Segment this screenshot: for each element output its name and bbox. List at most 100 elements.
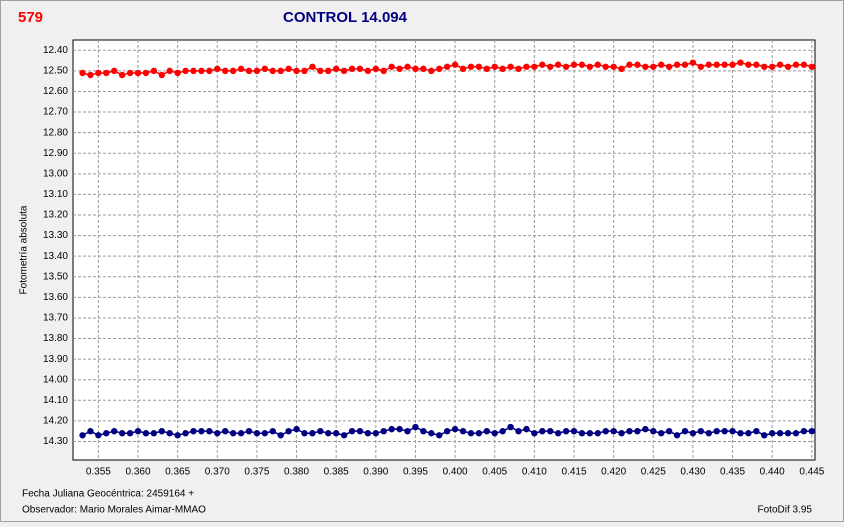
- data-point: [467, 430, 475, 437]
- data-point: [150, 430, 158, 437]
- data-point: [436, 432, 443, 439]
- data-point: [531, 63, 538, 70]
- data-point: [412, 65, 419, 73]
- x-tick-label: 0.420: [601, 467, 626, 478]
- y-tick-label: 13.80: [43, 333, 68, 344]
- y-tick-label: 13.00: [43, 168, 68, 179]
- data-point: [198, 67, 205, 75]
- data-point: [237, 430, 245, 437]
- data-point: [126, 430, 134, 437]
- data-point: [729, 427, 736, 435]
- data-point: [761, 63, 768, 70]
- data-point: [800, 61, 808, 68]
- data-point: [539, 427, 546, 435]
- data-point: [340, 67, 348, 75]
- data-point: [673, 61, 681, 68]
- data-point: [111, 67, 118, 75]
- y-tick-label: 13.90: [43, 354, 68, 365]
- data-point: [792, 61, 800, 68]
- data-point: [578, 430, 586, 437]
- data-point: [586, 63, 594, 70]
- data-point: [491, 63, 498, 70]
- data-point: [523, 63, 530, 70]
- data-point: [610, 63, 617, 70]
- x-tick-label: 0.440: [760, 467, 785, 478]
- data-point: [269, 427, 276, 435]
- chart-title: CONTROL 14.094: [283, 9, 408, 26]
- data-point: [325, 430, 332, 437]
- data-point: [412, 423, 419, 431]
- data-point: [626, 427, 633, 435]
- x-tick-label: 0.380: [284, 467, 309, 478]
- x-tick-label: 0.435: [720, 467, 745, 478]
- x-tick-label: 0.410: [522, 467, 547, 478]
- data-point: [507, 63, 514, 70]
- data-point: [594, 61, 601, 68]
- data-point: [626, 61, 633, 68]
- data-point: [103, 430, 110, 437]
- data-point: [404, 63, 411, 70]
- data-point: [602, 427, 609, 435]
- data-point: [665, 63, 673, 70]
- data-point: [420, 65, 427, 73]
- data-point: [253, 67, 261, 75]
- y-tick-label: 13.10: [43, 189, 68, 200]
- data-point: [214, 65, 221, 73]
- data-point: [554, 430, 562, 437]
- data-point: [166, 430, 173, 437]
- data-point: [776, 430, 784, 437]
- data-point: [396, 425, 403, 433]
- data-point: [190, 67, 197, 75]
- data-point: [515, 65, 522, 73]
- data-point: [348, 65, 356, 73]
- data-point: [721, 427, 728, 435]
- data-point: [776, 61, 784, 68]
- y-tick-label: 14.10: [43, 395, 68, 406]
- data-point: [198, 427, 205, 435]
- data-point: [356, 65, 364, 73]
- data-point: [547, 427, 554, 435]
- data-point: [483, 427, 491, 435]
- x-tick-label: 0.425: [641, 467, 666, 478]
- data-point: [269, 67, 276, 75]
- data-point: [451, 61, 459, 68]
- data-point: [301, 67, 308, 75]
- data-point: [309, 63, 316, 70]
- data-point: [174, 432, 181, 439]
- x-tick-label: 0.395: [403, 467, 428, 478]
- data-point: [705, 430, 712, 437]
- x-tick-label: 0.430: [680, 467, 705, 478]
- data-point: [642, 63, 649, 70]
- data-point: [348, 427, 356, 435]
- data-point: [206, 67, 213, 75]
- x-tick-label: 0.445: [799, 467, 824, 478]
- data-point: [317, 427, 324, 435]
- data-point: [142, 69, 150, 77]
- data-point: [570, 427, 578, 435]
- data-point: [658, 430, 665, 437]
- data-point: [87, 427, 94, 435]
- y-tick-label: 12.90: [43, 148, 68, 159]
- data-point: [745, 430, 752, 437]
- data-point: [737, 430, 744, 437]
- data-point: [745, 61, 752, 68]
- data-point: [499, 65, 506, 73]
- data-point: [293, 425, 300, 433]
- data-point: [602, 63, 609, 70]
- data-point: [768, 430, 776, 437]
- data-point: [229, 67, 237, 75]
- data-point: [277, 432, 284, 439]
- data-point: [618, 65, 625, 73]
- data-point: [190, 427, 197, 435]
- data-point: [570, 61, 578, 68]
- data-point: [475, 430, 483, 437]
- y-tick-label: 12.40: [43, 45, 68, 56]
- data-point: [808, 63, 816, 70]
- data-point: [459, 427, 467, 435]
- data-point: [245, 427, 253, 435]
- data-point: [721, 61, 728, 68]
- x-tick-label: 0.400: [443, 467, 468, 478]
- y-axis-label: Fotometría absoluta: [19, 205, 30, 294]
- star-label: 579: [18, 9, 43, 26]
- y-tick-label: 12.50: [43, 66, 68, 77]
